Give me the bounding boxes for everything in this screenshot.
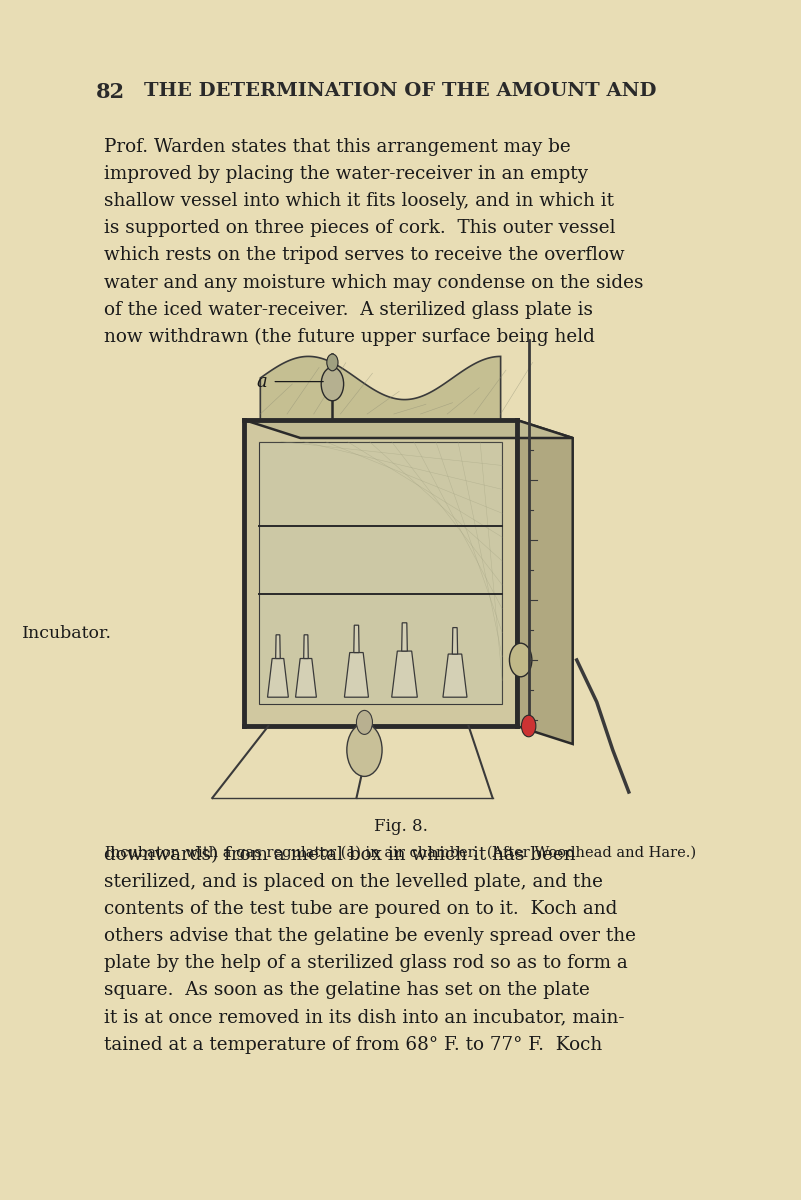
- Circle shape: [327, 354, 338, 371]
- Polygon shape: [304, 635, 308, 659]
- Circle shape: [521, 715, 536, 737]
- Polygon shape: [244, 420, 517, 726]
- Text: Fig. 8.: Fig. 8.: [373, 818, 428, 835]
- Text: Prof. Warden states that this arrangement may be
improved by placing the water-r: Prof. Warden states that this arrangemen…: [104, 138, 644, 346]
- Circle shape: [356, 710, 372, 734]
- Text: 82: 82: [96, 82, 125, 102]
- Circle shape: [347, 724, 382, 776]
- Polygon shape: [259, 442, 502, 704]
- Polygon shape: [443, 654, 467, 697]
- Polygon shape: [260, 356, 501, 420]
- Text: Incubator, with a gas regulator (a) in air chamber.  (After Woodhead and Hare.): Incubator, with a gas regulator (a) in a…: [105, 846, 696, 860]
- Polygon shape: [392, 652, 417, 697]
- Text: THE DETERMINATION OF THE AMOUNT AND: THE DETERMINATION OF THE AMOUNT AND: [144, 82, 657, 100]
- Polygon shape: [244, 420, 573, 438]
- Polygon shape: [401, 623, 408, 652]
- Text: downwards) from a metal box in which it has been
sterilized, and is placed on th: downwards) from a metal box in which it …: [104, 846, 636, 1054]
- Polygon shape: [354, 625, 359, 653]
- Text: a: a: [256, 372, 267, 390]
- Polygon shape: [296, 659, 316, 697]
- Text: Incubator.: Incubator.: [22, 625, 112, 642]
- Polygon shape: [268, 659, 288, 697]
- Polygon shape: [517, 420, 573, 744]
- Polygon shape: [453, 628, 457, 654]
- Polygon shape: [276, 635, 280, 659]
- Polygon shape: [344, 653, 368, 697]
- Circle shape: [321, 367, 344, 401]
- Circle shape: [509, 643, 532, 677]
